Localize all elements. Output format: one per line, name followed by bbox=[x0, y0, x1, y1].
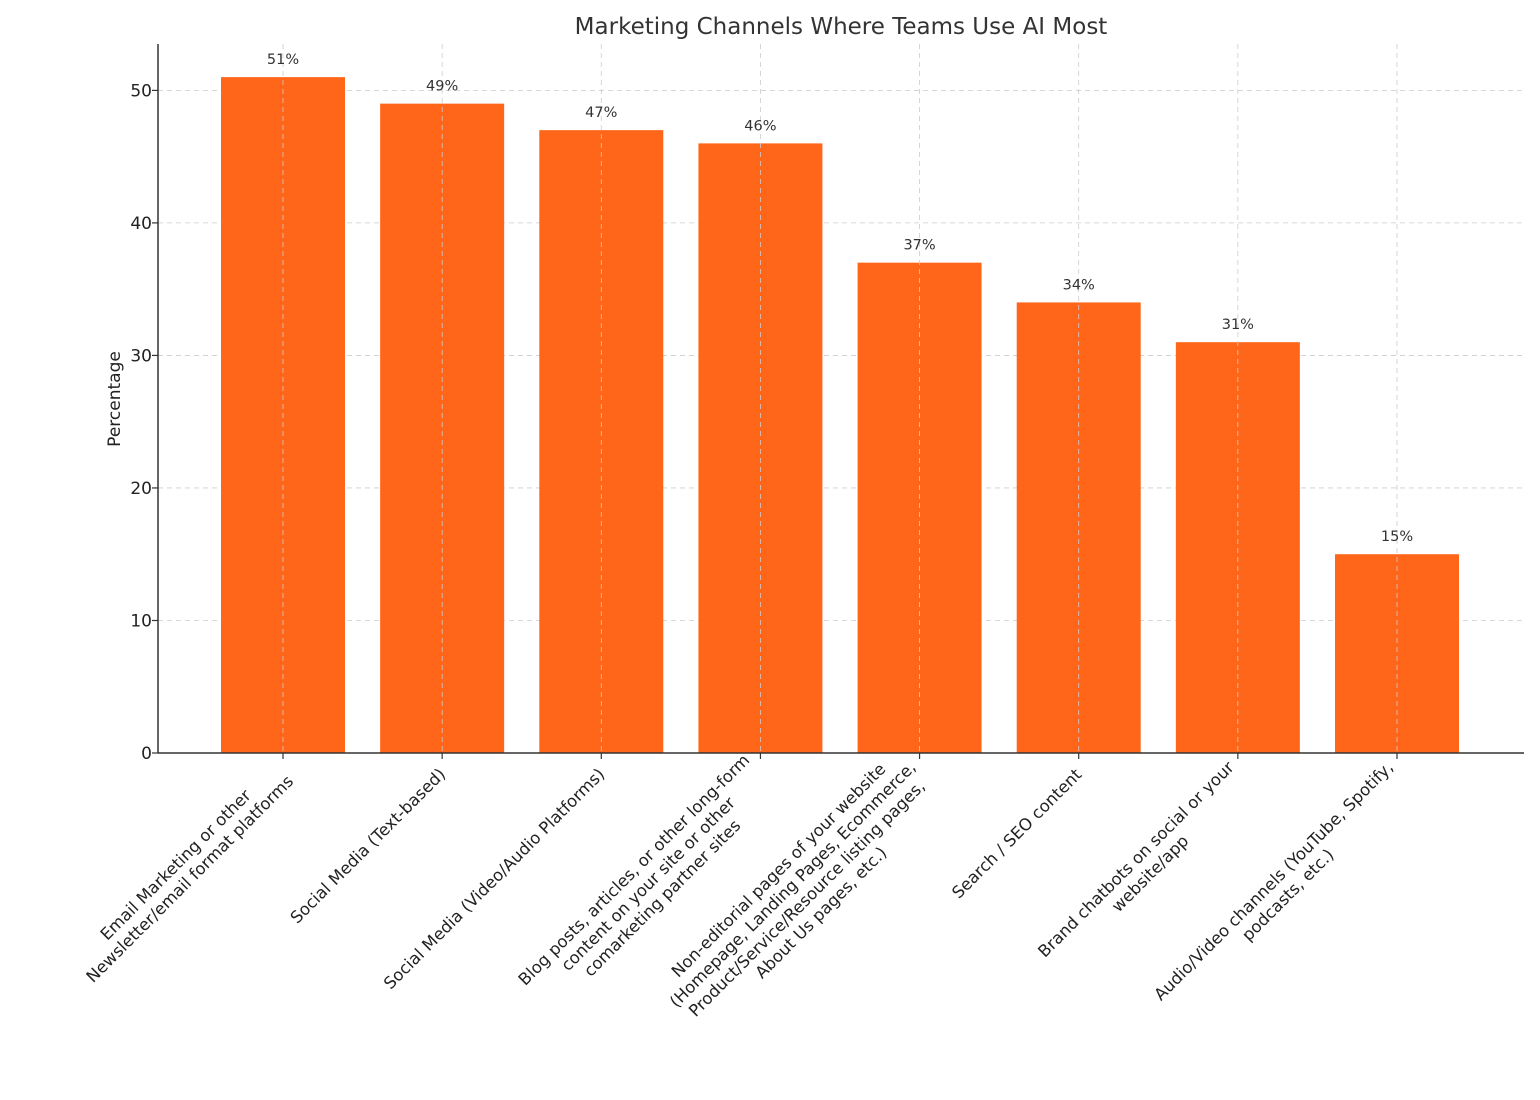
data-label: 15% bbox=[1381, 529, 1413, 545]
data-label: 49% bbox=[426, 79, 458, 95]
y-tick-label: 0 bbox=[141, 744, 152, 764]
data-label: 47% bbox=[585, 105, 617, 121]
x-tick-label-line: Newsletter/email format platforms bbox=[83, 772, 298, 987]
data-label: 51% bbox=[267, 52, 299, 68]
y-tick-label: 50 bbox=[130, 81, 152, 101]
data-label: 31% bbox=[1222, 317, 1254, 333]
y-tick-label: 40 bbox=[130, 214, 152, 234]
data-label: 46% bbox=[744, 118, 776, 134]
x-tick-label-line: Email Marketing or other bbox=[97, 786, 255, 944]
x-tick-label: Blog posts, articles, or other long-form… bbox=[515, 750, 782, 1017]
y-tick-label: 10 bbox=[130, 611, 152, 631]
bar bbox=[380, 103, 505, 754]
chart-title: Marketing Channels Where Teams Use AI Mo… bbox=[575, 14, 1108, 40]
bar bbox=[1175, 342, 1300, 753]
x-tick-label-text: Blog posts, articles, or other long-form… bbox=[515, 750, 782, 1017]
x-tick-label-line: Search / SEO content bbox=[948, 765, 1086, 903]
y-tick-label: 20 bbox=[130, 479, 152, 499]
x-tick-label-line: Social Media (Text-based) bbox=[287, 765, 450, 928]
y-axis-label: Percentage bbox=[105, 351, 125, 447]
y-tick-label: 30 bbox=[130, 346, 152, 366]
grid-layer bbox=[158, 89, 1524, 621]
axes-layer bbox=[152, 44, 1524, 759]
vertical-grid-layer bbox=[282, 44, 1398, 753]
x-tick-label: Social Media (Text-based) bbox=[287, 765, 450, 928]
bars-layer bbox=[221, 77, 1459, 754]
x-tick-label: Search / SEO content bbox=[948, 765, 1086, 903]
x-tick-label-text: Non-editorial pages of your website(Home… bbox=[652, 743, 948, 1039]
x-tick-label-text: Email Marketing or otherNewsletter/email… bbox=[68, 758, 297, 987]
data-label: 34% bbox=[1063, 277, 1095, 293]
x-tick-label: Non-editorial pages of your website(Home… bbox=[652, 743, 948, 1039]
x-tick-label: Email Marketing or otherNewsletter/email… bbox=[68, 758, 298, 987]
x-tick-label-text: Search / SEO content bbox=[948, 765, 1086, 903]
x-tick-label-text: Social Media (Text-based) bbox=[287, 765, 450, 928]
data-label: 37% bbox=[903, 238, 935, 254]
